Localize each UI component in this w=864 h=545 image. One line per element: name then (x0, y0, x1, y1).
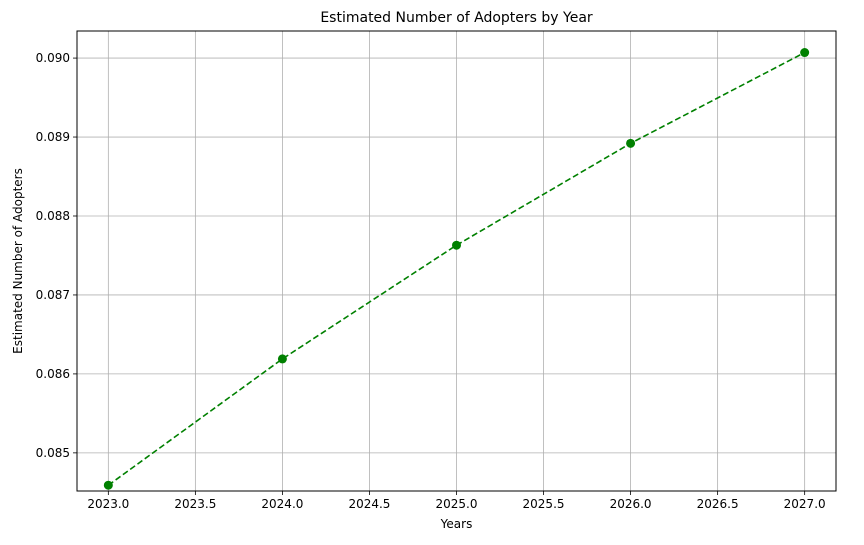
x-tick-label: 2023.5 (174, 497, 216, 511)
y-tick-label: 0.089 (36, 130, 70, 144)
y-tick-label: 0.086 (36, 367, 70, 381)
x-tick-label: 2026.5 (697, 497, 739, 511)
data-point (800, 48, 810, 58)
y-tick-label: 0.090 (36, 51, 70, 65)
y-tick-label: 0.088 (36, 209, 70, 223)
x-tick-label: 2024.0 (261, 497, 303, 511)
x-tick-label: 2024.5 (348, 497, 390, 511)
x-tick-label: 2026.0 (610, 497, 652, 511)
data-point (277, 354, 287, 364)
x-axis-label: Years (440, 517, 473, 531)
x-tick-label: 2023.0 (87, 497, 129, 511)
x-tick-label: 2025.5 (523, 497, 565, 511)
x-tick-label: 2027.0 (784, 497, 826, 511)
data-point (452, 240, 461, 250)
x-tick-label: 2025.0 (436, 497, 478, 511)
chart-title: Estimated Number of Adopters by Year (320, 10, 593, 26)
y-tick-label: 0.087 (36, 288, 70, 302)
grid (77, 31, 836, 491)
data-point (626, 138, 636, 148)
data-point (103, 480, 113, 490)
y-tick-label: 0.085 (36, 446, 70, 460)
axis-ticks: 2023.0 2023.5 2024.0 2024.5 2025.0 2025.5 2026… (36, 51, 826, 511)
plot-frame (76, 30, 837, 492)
y-axis-label: Estimated Number of Adopters (11, 168, 25, 354)
series-layer (103, 48, 810, 490)
